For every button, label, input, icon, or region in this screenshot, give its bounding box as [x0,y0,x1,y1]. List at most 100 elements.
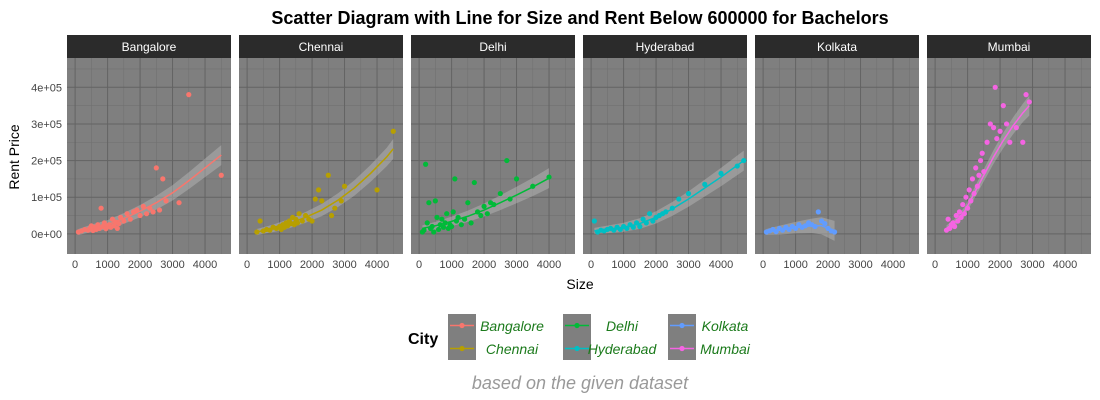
x-axis-label: Size [566,276,593,292]
x-tick-label: 4000 [709,259,733,271]
x-tick-label: 4000 [881,259,905,271]
x-tick-label: 0 [244,259,250,271]
data-point [992,84,998,90]
data-point [101,220,107,226]
data-point [468,220,474,226]
data-point [160,176,166,182]
data-point [218,172,224,178]
data-point [976,172,982,178]
x-tick-label: 1000 [955,259,979,271]
x-tick-label: 1000 [611,259,635,271]
legend-key-point [679,345,685,352]
facet-strip [67,35,231,58]
facet-strip [239,35,403,58]
legend-key-point [574,322,580,329]
data-point [702,181,708,187]
data-point [440,224,447,230]
fit-line [256,148,394,233]
data-point [945,216,951,222]
x-tick-label: 2000 [472,259,496,271]
data-point [176,200,182,206]
data-point [822,220,828,227]
data-point [640,216,646,222]
x-tick-label: 3000 [676,259,700,271]
data-point [966,187,972,193]
fit-line [766,225,835,233]
data-point [150,209,156,215]
data-point [439,216,445,222]
data-point [984,139,990,145]
facet-strip [755,35,919,58]
x-tick-label: 1000 [439,259,463,271]
x-tick-label: 3000 [160,259,184,271]
data-point [1013,125,1019,131]
data-point [990,125,997,131]
y-tick-label: 4e+05 [31,82,62,94]
data-point [296,211,302,217]
data-point [963,194,969,200]
data-point [432,198,438,204]
data-point [257,218,263,224]
data-point [163,198,169,204]
data-point [997,128,1003,134]
data-point [116,220,122,227]
fit-line [946,105,1030,229]
legend-key-point [459,345,465,352]
fit-line [594,159,745,232]
facet-hyderabad: Hyderabad 0 1000 2000 3000 4000 [583,35,747,271]
data-point [424,220,430,226]
data-point [960,201,966,208]
data-point [956,209,963,215]
legend-label: Mumbai [700,341,751,357]
facet-strip-label: Delhi [479,40,506,54]
data-point [815,209,821,215]
data-point [1023,92,1029,98]
data-point [127,216,133,222]
legend-label: Chennai [486,341,539,357]
facet-chennai: Chennai 0 1000 2000 3000 4000 [239,35,403,271]
y-axis-label: Rent Price [6,124,22,190]
data-point [969,176,976,182]
x-tick-label: 0 [760,259,766,271]
data-point [332,205,338,211]
data-point [1026,99,1032,105]
data-point [676,196,682,202]
y-tick-label: 0e+00 [31,229,62,241]
data-point [328,212,335,219]
data-point [423,161,429,167]
data-point [374,187,380,193]
legend: City Bangalore Chennai Delhi Hyderabad Kolkat… [408,314,751,360]
x-tick-label: 2000 [128,259,152,271]
x-tick-label: 4000 [365,259,389,271]
x-tick-label: 0 [932,259,938,271]
legend-item-chennai: Chennai [448,337,539,360]
x-tick-label: 2000 [644,259,668,271]
x-tick-label: 3000 [1020,259,1044,271]
legend-key-point [459,322,465,329]
legend-item-hyderabad: Hyderabad [563,337,657,360]
confidence-band [422,168,550,232]
facet-strip-label: Kolkata [817,40,857,54]
facet-strip [411,35,575,58]
legend-item-kolkata: Kolkata [668,314,749,337]
legend-title: City [408,331,438,348]
data-point [1003,121,1010,127]
data-point [450,209,456,215]
panel-background [411,58,575,254]
data-point [504,157,510,164]
data-point [98,205,104,211]
data-point [1000,103,1006,109]
data-point [979,150,985,156]
x-tick-label: 2000 [300,259,324,271]
data-point [434,214,440,220]
chart-caption: based on the given dataset [472,373,689,393]
data-point [143,211,150,217]
data-point [1007,139,1013,145]
y-tick-label: 2e+05 [31,156,62,168]
x-tick-label: 4000 [193,259,217,271]
fit-line [78,154,222,233]
data-point [513,176,520,182]
data-point [1020,139,1026,145]
x-tick-label: 0 [416,259,422,271]
